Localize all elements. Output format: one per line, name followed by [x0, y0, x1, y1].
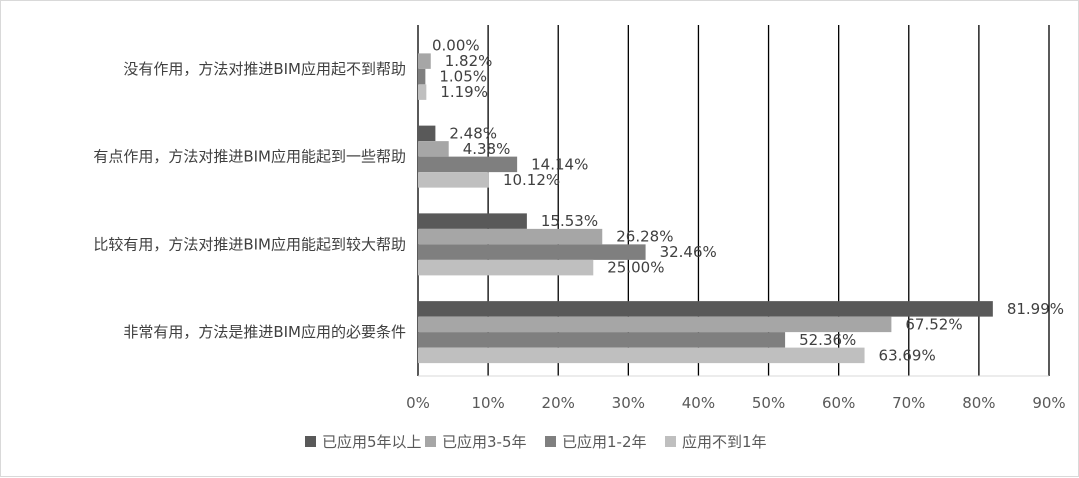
bar: [418, 347, 865, 364]
data-label: 2.48%: [449, 124, 497, 142]
bar: [418, 228, 603, 245]
data-label: 81.99%: [1007, 300, 1064, 318]
data-label: 52.36%: [799, 331, 856, 349]
data-label: 1.82%: [445, 52, 493, 70]
legend-swatch: [305, 436, 316, 447]
x-tick-label: 20%: [542, 394, 575, 412]
bar: [418, 213, 527, 229]
data-label: 26.28%: [616, 228, 673, 246]
bar: [418, 68, 426, 85]
bar: [418, 141, 449, 157]
x-tick-label: 90%: [1032, 394, 1065, 412]
legend-label: 已应用3-5年: [442, 433, 527, 451]
bar: [418, 125, 436, 142]
bar: [418, 244, 646, 260]
category-label: 比较有用，方法对推进BIM应用能起到较大帮助: [93, 235, 406, 253]
bar: [418, 53, 431, 69]
x-tick-label: 10%: [471, 394, 504, 412]
data-label: 25.00%: [607, 259, 664, 277]
data-label: 10.12%: [503, 171, 560, 189]
bar: [418, 156, 518, 173]
legend-swatch: [545, 436, 556, 447]
bar: [418, 172, 489, 188]
bar: [418, 301, 993, 317]
x-tick-label: 80%: [962, 394, 995, 412]
legend-swatch: [665, 436, 676, 447]
bar: [418, 84, 427, 100]
data-label: 67.52%: [905, 315, 962, 333]
data-label: 63.69%: [879, 346, 936, 364]
legend-label: 已应用5年以上: [322, 433, 422, 451]
legend-label: 应用不到1年: [682, 433, 767, 451]
data-label: 0.00%: [432, 37, 480, 55]
data-label: 1.05%: [439, 68, 487, 86]
x-tick-label: 30%: [612, 394, 645, 412]
x-tick-label: 70%: [892, 394, 925, 412]
category-label: 非常有用，方法是推进BIM应用的必要条件: [123, 323, 406, 341]
data-label: 15.53%: [541, 212, 598, 230]
x-tick-label: 0%: [406, 394, 430, 412]
data-label: 4.38%: [463, 140, 511, 158]
data-label: 14.14%: [531, 155, 588, 173]
category-label: 有点作用，方法对推进BIM应用能起到一些帮助: [93, 148, 406, 166]
legend-label: 已应用1-2年: [562, 433, 647, 451]
data-label: 32.46%: [660, 243, 717, 261]
bar: [418, 332, 786, 348]
data-label: 1.19%: [440, 83, 488, 101]
bar: [418, 316, 892, 333]
x-tick-label: 50%: [752, 394, 785, 412]
category-label: 没有作用，方法对推进BIM应用起不到帮助: [123, 60, 406, 78]
x-tick-label: 60%: [822, 394, 855, 412]
bar: [418, 259, 594, 276]
legend-swatch: [425, 436, 436, 447]
x-tick-label: 40%: [682, 394, 715, 412]
